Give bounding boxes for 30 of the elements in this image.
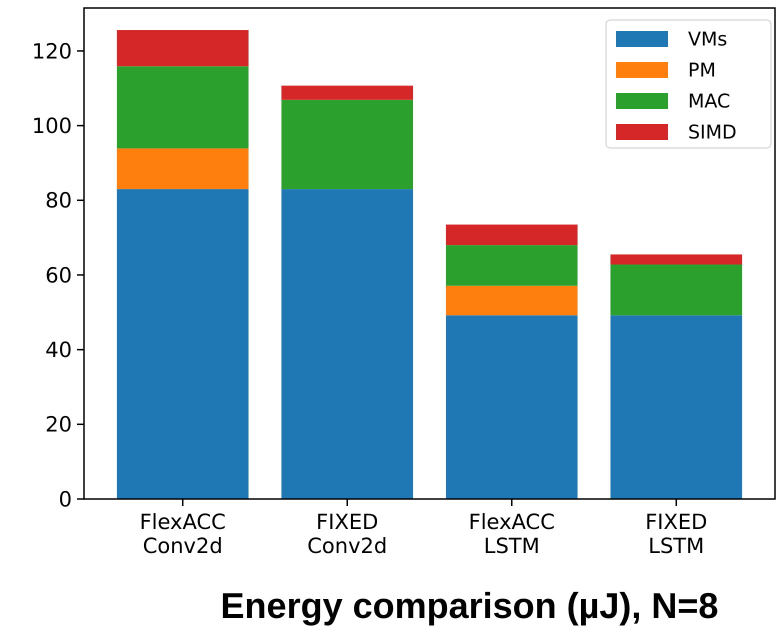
bar	[116, 189, 249, 499]
bar	[116, 148, 249, 190]
x-tick-label: FlexACC Conv2d	[140, 510, 226, 558]
bar	[610, 254, 742, 265]
x-tick-label: FIXED Conv2d	[307, 510, 388, 558]
x-tick-label: FIXED LSTM	[645, 510, 708, 558]
bar	[281, 100, 414, 190]
bar	[610, 264, 742, 316]
bar	[610, 315, 742, 499]
bar	[446, 286, 578, 316]
bar	[281, 86, 414, 100]
y-tick-label: 120	[32, 39, 72, 64]
y-tick-label: 20	[45, 412, 72, 437]
bar	[446, 224, 578, 246]
bar	[281, 189, 414, 499]
bar	[116, 30, 249, 66]
y-tick-label: 100	[32, 114, 72, 138]
y-tick-label: 80	[45, 188, 72, 213]
x-axis-title: Energy comparison (µJ), N=8	[220, 585, 718, 626]
bar	[446, 245, 578, 286]
legend-label: PM	[688, 60, 716, 82]
legend-label: SIMD	[688, 122, 737, 144]
x-tick-label: FlexACC LSTM	[468, 510, 555, 558]
legend-label: VMs	[688, 28, 728, 51]
bar	[116, 66, 249, 148]
bar	[446, 315, 578, 499]
y-tick-label: 0	[58, 487, 72, 512]
legend-label: MAC	[688, 90, 730, 113]
y-tick-label: 40	[45, 338, 72, 362]
y-tick-label: 60	[45, 263, 72, 288]
